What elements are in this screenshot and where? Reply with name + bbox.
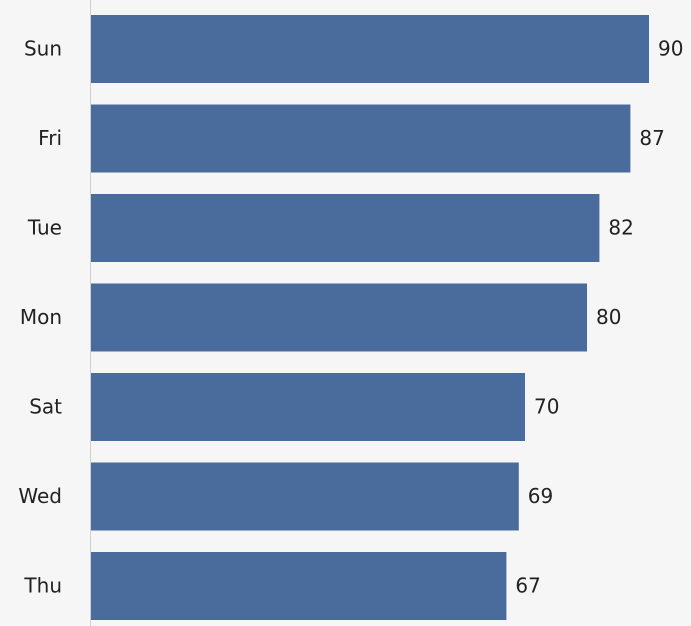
bar bbox=[91, 552, 507, 620]
bar bbox=[91, 283, 587, 352]
bar bbox=[91, 373, 525, 441]
y-tick-label: Sat bbox=[29, 395, 62, 419]
y-tick-label: Fri bbox=[38, 126, 62, 150]
y-tick-label: Wed bbox=[18, 484, 62, 508]
y-tick-label: Mon bbox=[20, 305, 62, 329]
y-tick-label: Thu bbox=[23, 574, 62, 598]
value-label: 80 bbox=[596, 305, 621, 329]
bar bbox=[91, 194, 600, 262]
y-tick-label: Sun bbox=[24, 37, 62, 61]
bar bbox=[91, 462, 519, 531]
value-label: 87 bbox=[639, 126, 664, 150]
value-label: 70 bbox=[534, 395, 559, 419]
bar bbox=[91, 15, 649, 83]
value-label: 90 bbox=[658, 37, 683, 61]
y-tick-label: Tue bbox=[27, 216, 62, 240]
value-label: 69 bbox=[528, 484, 553, 508]
value-label: 67 bbox=[515, 574, 540, 598]
bar bbox=[91, 104, 631, 173]
value-label: 82 bbox=[608, 216, 633, 240]
